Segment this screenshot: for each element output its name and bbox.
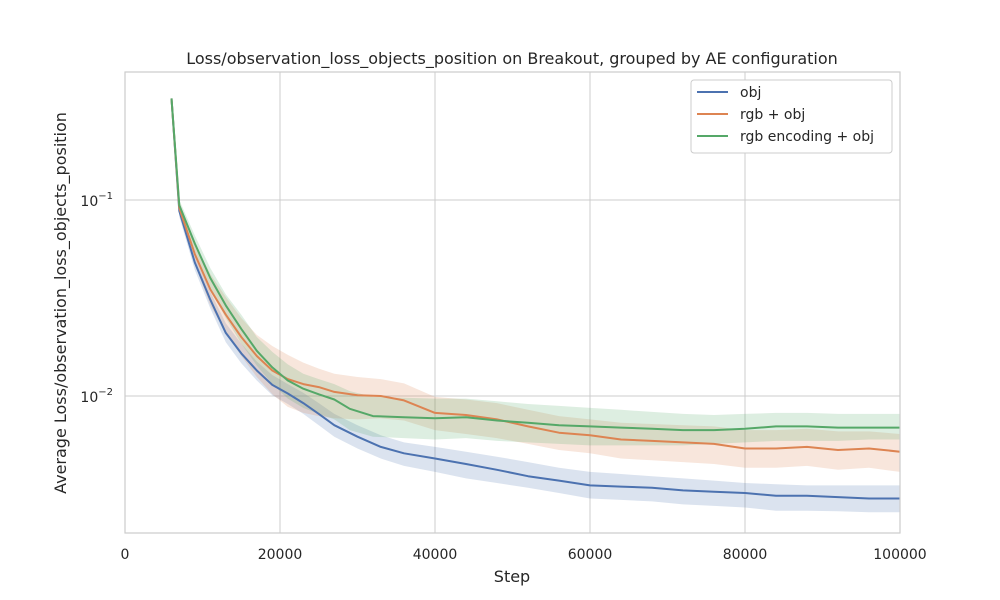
x-tick-label: 20000 [258, 547, 303, 563]
x-tick-label: 100000 [873, 547, 926, 563]
chart-title: Loss/observation_loss_objects_position o… [186, 49, 838, 69]
y-tick-base: 10 [80, 194, 98, 210]
x-tick-label: 80000 [723, 547, 768, 563]
x-tick-label: 60000 [568, 547, 613, 563]
plot-frame [124, 71, 901, 534]
x-axis-ticks: 0 20000 40000 60000 80000 100000 [121, 547, 927, 563]
legend: obj rgb + obj rgb encoding + obj [690, 79, 893, 154]
legend-label: obj [740, 85, 761, 101]
legend-label: rgb encoding + obj [740, 129, 874, 145]
series-lines [170, 98, 901, 500]
x-tick-label: 0 [121, 547, 130, 563]
y-tick-label: 10−1 [80, 191, 113, 210]
confidence-bands [171, 98, 900, 513]
y-tick-base: 10 [80, 390, 98, 406]
y-tick-exponent: −2 [98, 387, 113, 398]
x-axis-label: Step [494, 567, 530, 586]
y-axis-label: Average Loss/observation_loss_objects_po… [51, 112, 71, 494]
series-0-line [170, 98, 900, 500]
series-1-confidence-band [171, 98, 900, 472]
x-tick-label: 40000 [413, 547, 458, 563]
y-tick-label: 10−2 [80, 387, 113, 406]
series-2-line [170, 98, 900, 432]
y-tick-exponent: −1 [98, 191, 113, 202]
series-1-line [170, 98, 901, 453]
legend-box [690, 79, 893, 154]
legend-label: rgb + obj [740, 107, 805, 123]
y-axis-ticks: 10−110−2 [80, 191, 113, 406]
